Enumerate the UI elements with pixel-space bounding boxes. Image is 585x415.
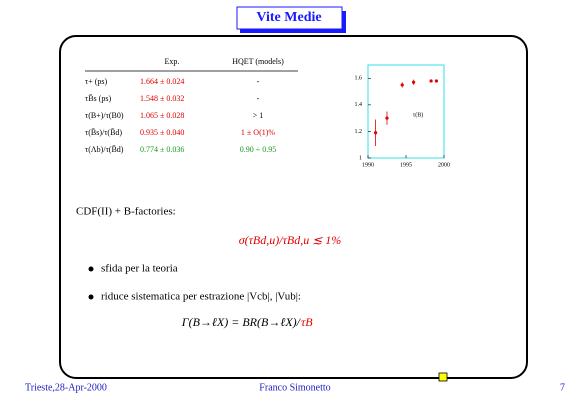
bullet bbox=[88, 294, 94, 300]
point bbox=[434, 79, 438, 83]
x-tick-label: 1995 bbox=[400, 162, 412, 168]
cell: 0.935 ± 0.040 bbox=[140, 128, 184, 137]
x-tick-label: 2000 bbox=[438, 162, 450, 168]
col-header: HQET (models) bbox=[232, 57, 284, 66]
cell: - bbox=[257, 94, 260, 103]
formula: τB bbox=[301, 315, 313, 329]
bullet-text: sfida per la teoria bbox=[101, 263, 178, 275]
row-label: τ(B̄s)/τ(B̄d) bbox=[85, 128, 122, 137]
y-tick-label: 1.4 bbox=[355, 102, 363, 108]
cell: 0.90 ÷ 0.95 bbox=[240, 145, 276, 154]
cell: 1.548 ± 0.032 bbox=[140, 94, 184, 103]
cell: 1.664 ± 0.024 bbox=[140, 77, 184, 86]
cell: 1.065 ± 0.028 bbox=[140, 111, 184, 120]
row-label: τ+ (ps) bbox=[85, 77, 108, 86]
point bbox=[385, 116, 389, 120]
row-label: τ(B+)/τ(B0) bbox=[85, 111, 124, 120]
formula: σ(τBd,u)/τBd,u ≲ 1% bbox=[239, 233, 342, 247]
bullet-text: riduce sistematica per estrazione |Vcb|,… bbox=[101, 291, 301, 303]
cell: 1 ± O(1)% bbox=[241, 128, 275, 137]
y-tick-label: 1.6 bbox=[355, 76, 363, 82]
point bbox=[374, 131, 378, 135]
col-header: Exp. bbox=[165, 57, 180, 66]
nav-marker[interactable] bbox=[438, 372, 448, 382]
point bbox=[429, 79, 433, 83]
point bbox=[400, 83, 404, 87]
plot-frame bbox=[367, 64, 445, 159]
footer-left: Trieste,28-Apr-2000 bbox=[25, 382, 107, 393]
cell: - bbox=[257, 77, 260, 86]
x-tick-label: 1990 bbox=[362, 162, 374, 168]
row-label: τ(Λb)/τ(B̄d) bbox=[85, 145, 124, 154]
cell: > 1 bbox=[253, 111, 264, 120]
page-number: 7 bbox=[560, 382, 565, 393]
bullet bbox=[88, 266, 94, 272]
footer-center: Franco Simonetto bbox=[259, 382, 330, 393]
point bbox=[412, 80, 416, 84]
frame bbox=[59, 35, 528, 379]
plot: τ(B) 1 1.2 1.4 1.6 1990 1995 2000 bbox=[355, 64, 450, 168]
formula: Γ(B→ℓX) = BR(B→ℓX)/ bbox=[181, 315, 302, 329]
y-tick-label: 1.2 bbox=[355, 129, 363, 135]
title: Vite Medie bbox=[256, 10, 321, 25]
table: Exp. HQET (models) bbox=[85, 57, 298, 72]
row-label: τB̄s (ps) bbox=[85, 94, 111, 103]
title-box bbox=[236, 6, 343, 30]
y-tick-label: 1 bbox=[359, 155, 362, 161]
text: CDF(II) + B-factories: bbox=[76, 206, 176, 218]
cell: 0.774 ± 0.036 bbox=[140, 145, 184, 154]
plot-label: τ(B) bbox=[413, 111, 423, 118]
